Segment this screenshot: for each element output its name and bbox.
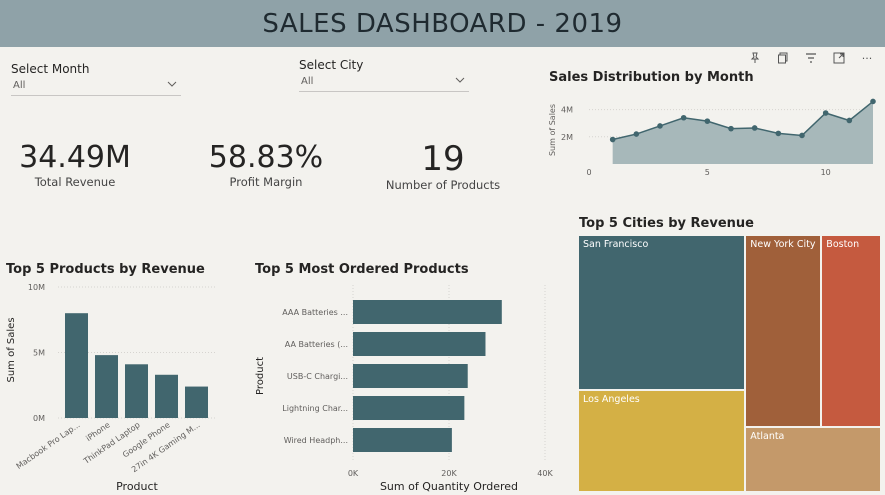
x-tick-label: 10 xyxy=(821,168,831,177)
bar xyxy=(353,332,486,356)
chevron-down-icon xyxy=(455,76,465,87)
y-tick-label: 0M xyxy=(33,414,45,423)
bar xyxy=(353,396,465,420)
page-title: SALES DASHBOARD - 2019 xyxy=(262,8,623,39)
bar xyxy=(185,386,208,418)
ordered-products-chart: 0K 20K 40K AAA Batteries ... AA Batteries (.… xyxy=(255,285,553,493)
data-point xyxy=(680,114,687,121)
monthly-chart-title: Sales Distribution by Month xyxy=(549,70,754,85)
cities-chart-title: Top 5 Cities by Revenue xyxy=(579,216,754,231)
treemap-tile-boston[interactable]: Boston xyxy=(821,235,881,428)
bar xyxy=(353,364,468,388)
data-point xyxy=(822,110,829,116)
x-axis-label: Sum of Quantity Ordered xyxy=(380,480,518,493)
data-point xyxy=(799,132,805,139)
treemap-tile-label: Atlanta xyxy=(750,431,785,443)
bar xyxy=(95,355,118,418)
bar xyxy=(65,313,88,418)
y-axis-label: Sum of Sales xyxy=(548,104,557,156)
bar xyxy=(353,428,452,452)
products-chart-title: Top 5 Products by Revenue xyxy=(6,262,205,277)
data-point xyxy=(609,136,616,143)
dashboard-header: SALES DASHBOARD - 2019 xyxy=(0,0,885,47)
kpi-value: 34.49M xyxy=(19,140,131,175)
data-point xyxy=(704,118,711,124)
series-line xyxy=(612,100,874,141)
x-axis-label: Product xyxy=(116,480,158,493)
treemap-tile-atlanta[interactable]: Atlanta xyxy=(745,427,881,492)
chevron-down-icon xyxy=(167,80,177,91)
bar xyxy=(353,300,502,324)
filter-icon[interactable] xyxy=(801,50,821,66)
ordered-chart-title: Top 5 Most Ordered Products xyxy=(255,262,469,277)
kpi-profit-margin: 58.83% Profit Margin xyxy=(196,140,336,189)
x-tick-label: 0 xyxy=(586,168,591,177)
data-point xyxy=(633,131,640,137)
cities-treemap: San Francisco Los Angeles New York City Bos… xyxy=(578,235,881,492)
data-point xyxy=(728,125,734,132)
y-axis-label: Sum of Sales xyxy=(6,317,17,382)
y-tick-label: 10M xyxy=(28,283,45,292)
treemap-tile-new-york-city[interactable]: New York City xyxy=(745,235,822,428)
y-tick-label: 4M xyxy=(561,106,573,115)
month-dropdown[interactable]: All xyxy=(11,80,181,96)
city-dropdown-value: All xyxy=(301,76,314,87)
city-slicer: Select City All xyxy=(299,58,469,92)
bar xyxy=(125,364,148,418)
kpi-caption: Number of Products xyxy=(385,178,501,192)
treemap-tile-los-angeles[interactable]: Los Angeles xyxy=(578,389,746,492)
y-tick-label: AA Batteries (... xyxy=(285,340,348,349)
pin-icon[interactable] xyxy=(745,50,765,66)
month-slicer: Select Month All xyxy=(11,62,181,96)
x-tick-label: 0K xyxy=(348,469,359,478)
treemap-tile-label: Boston xyxy=(826,239,860,250)
city-dropdown[interactable]: All xyxy=(299,76,469,92)
copy-icon[interactable] xyxy=(773,50,793,66)
x-tick-label: 20K xyxy=(441,469,457,478)
data-point xyxy=(775,130,782,137)
data-point xyxy=(870,98,876,105)
y-tick-label: AAA Batteries ... xyxy=(282,308,348,317)
city-slicer-label: Select City xyxy=(299,58,364,72)
month-dropdown-value: All xyxy=(13,80,26,91)
kpi-number-of-products: 19 Number of Products xyxy=(378,140,508,192)
y-axis-label: Product xyxy=(255,357,266,395)
kpi-caption: Profit Margin xyxy=(229,175,303,189)
y-tick-label: 5M xyxy=(33,349,45,358)
data-point xyxy=(751,125,758,131)
y-tick-label: USB-C Chargi... xyxy=(287,372,348,381)
kpi-value: 58.83% xyxy=(208,140,324,175)
treemap-tile-label: New York City xyxy=(750,239,816,250)
x-tick-label: Macbook Pro Lap... xyxy=(15,420,82,471)
kpi-value: 19 xyxy=(421,139,465,179)
more-options-icon[interactable]: ··· xyxy=(861,51,873,65)
y-tick-label: Lightning Char... xyxy=(282,404,348,413)
bar xyxy=(155,374,178,418)
treemap-tile-san-francisco[interactable]: San Francisco xyxy=(578,235,746,390)
area-fill xyxy=(612,101,873,164)
x-tick-label: 5 xyxy=(705,168,710,177)
data-point xyxy=(846,117,853,124)
y-tick-label: Wired Headph... xyxy=(284,436,348,445)
data-point xyxy=(657,123,663,129)
kpi-caption: Total Revenue xyxy=(34,175,116,189)
kpi-total-revenue: 34.49M Total Revenue xyxy=(10,140,140,189)
month-slicer-label: Select Month xyxy=(11,62,90,76)
monthly-sales-chart: 2M 4M 0 5 10 Sum of Sales xyxy=(548,98,876,177)
treemap-tile-label: Los Angeles xyxy=(583,393,640,405)
treemap-tile-label: San Francisco xyxy=(583,239,649,250)
visual-toolbar: ··· xyxy=(745,50,877,66)
focus-mode-icon[interactable] xyxy=(829,50,849,66)
y-tick-label: 2M xyxy=(561,133,573,142)
x-tick-label: 40K xyxy=(537,469,553,478)
